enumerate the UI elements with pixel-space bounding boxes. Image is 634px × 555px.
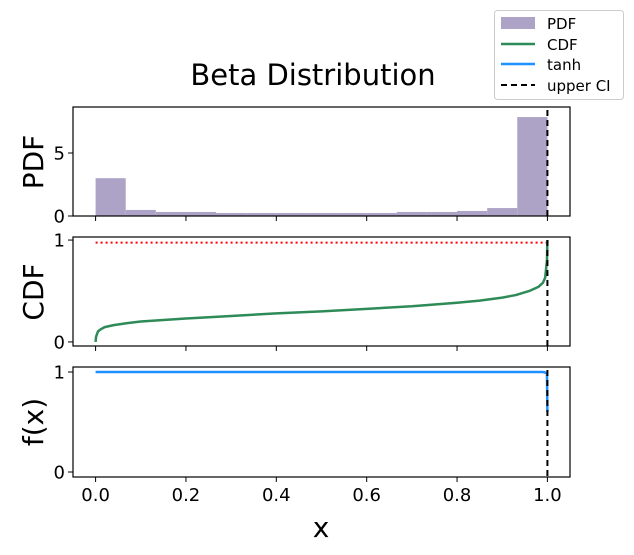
histogram-bar: [216, 212, 247, 216]
axes-frame: [72, 366, 571, 478]
legend-pdf-swatch: [501, 17, 535, 29]
legend: PDF CDF tanh upper CI: [494, 10, 624, 100]
x-tick-label: 1.0: [533, 485, 562, 506]
x-tick-label: 0.0: [81, 485, 110, 506]
histogram-bar: [517, 117, 548, 216]
histogram-bar: [487, 208, 518, 216]
histogram-bar: [246, 212, 277, 216]
pdf-ylabel: PDF: [17, 135, 50, 190]
pdf-panel: 05: [54, 106, 571, 228]
cdf-panel: 01: [54, 231, 571, 353]
tanh-ylabel: f(x): [17, 398, 50, 446]
y-tick-label: 0: [54, 207, 65, 228]
x-tick-label: 0.2: [172, 485, 201, 506]
y-tick-label: 5: [54, 143, 65, 164]
legend-upper-ci-label: upper CI: [547, 77, 611, 95]
histogram-bar: [155, 211, 186, 216]
histogram-bar: [366, 212, 397, 216]
axes-frame: [72, 106, 571, 217]
cdf-line: [94, 240, 549, 343]
histogram-bar: [336, 212, 367, 216]
histogram-bar: [426, 211, 458, 216]
x-tick-label: 0.8: [443, 485, 472, 506]
histogram-bar: [185, 211, 217, 216]
x-tick-label: 0.6: [352, 485, 381, 506]
chart-title: Beta Distribution: [190, 58, 435, 92]
y-tick-label: 1: [54, 231, 65, 252]
histogram-bar: [125, 209, 156, 216]
x-tick-label: 0.4: [262, 485, 291, 506]
cdf-ylabel: CDF: [17, 263, 50, 320]
histogram-bar: [95, 178, 126, 216]
histogram-bar: [276, 212, 307, 216]
legend-frame: [494, 10, 624, 100]
y-tick-label: 0: [54, 463, 65, 484]
histogram-bar: [457, 210, 488, 216]
tanh-panel: 0 1 0.0 0.2 0.4 0.6 0.8 1.0: [54, 363, 571, 506]
legend-pdf-label: PDF: [547, 15, 576, 33]
y-tick-label: 0: [54, 332, 65, 353]
y-tick-label: 1: [54, 363, 65, 384]
x-axis-label: x: [313, 511, 330, 544]
axes-frame: [72, 236, 571, 347]
histogram-bar: [306, 212, 337, 216]
legend-tanh-label: tanh: [547, 56, 581, 74]
legend-cdf-label: CDF: [547, 36, 578, 54]
histogram-bar: [396, 211, 427, 216]
